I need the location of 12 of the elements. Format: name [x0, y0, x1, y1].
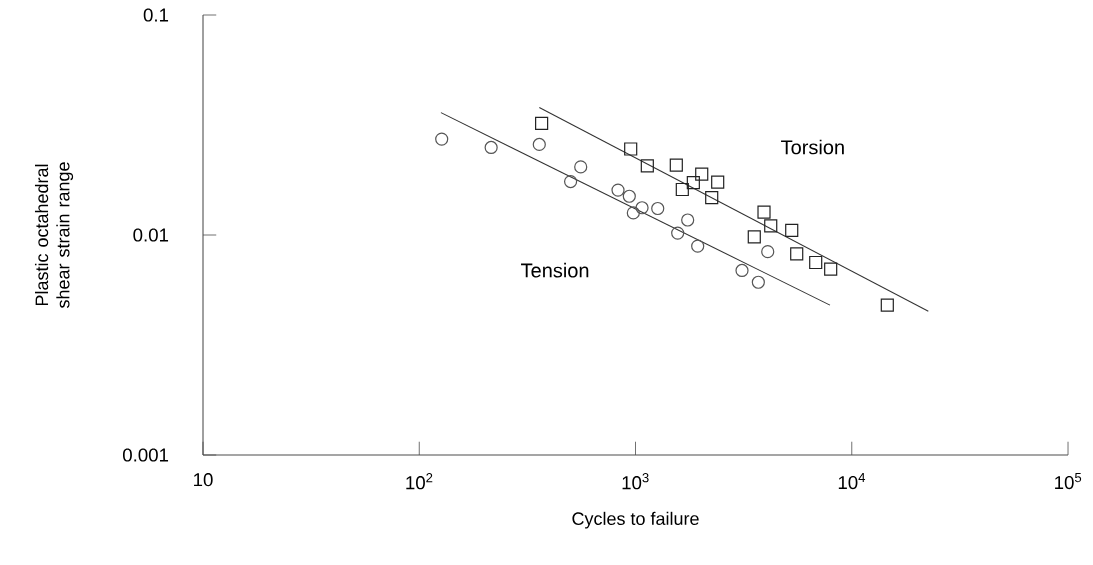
x-tick-label: 10: [194, 473, 213, 487]
y-tick-label: 0.001: [122, 448, 169, 462]
y-tick-label: 0.1: [143, 8, 169, 22]
x-tick-label: 10$^{4}$: [838, 473, 866, 490]
x-axis-title: Cycles to failure: [572, 511, 699, 529]
annotation: Torsion: [781, 139, 844, 155]
y-tick-label: 0.01: [133, 228, 169, 242]
x-tick-label: 10$^{5}$: [1055, 473, 1082, 490]
annotation: Tension: [521, 262, 589, 278]
x-tick-label: 10$^{3}$: [622, 473, 649, 490]
x-tick-label: 10$^{2}$: [406, 473, 433, 490]
y-axis-title: Plastic octahedral shear strain range: [34, 162, 74, 309]
